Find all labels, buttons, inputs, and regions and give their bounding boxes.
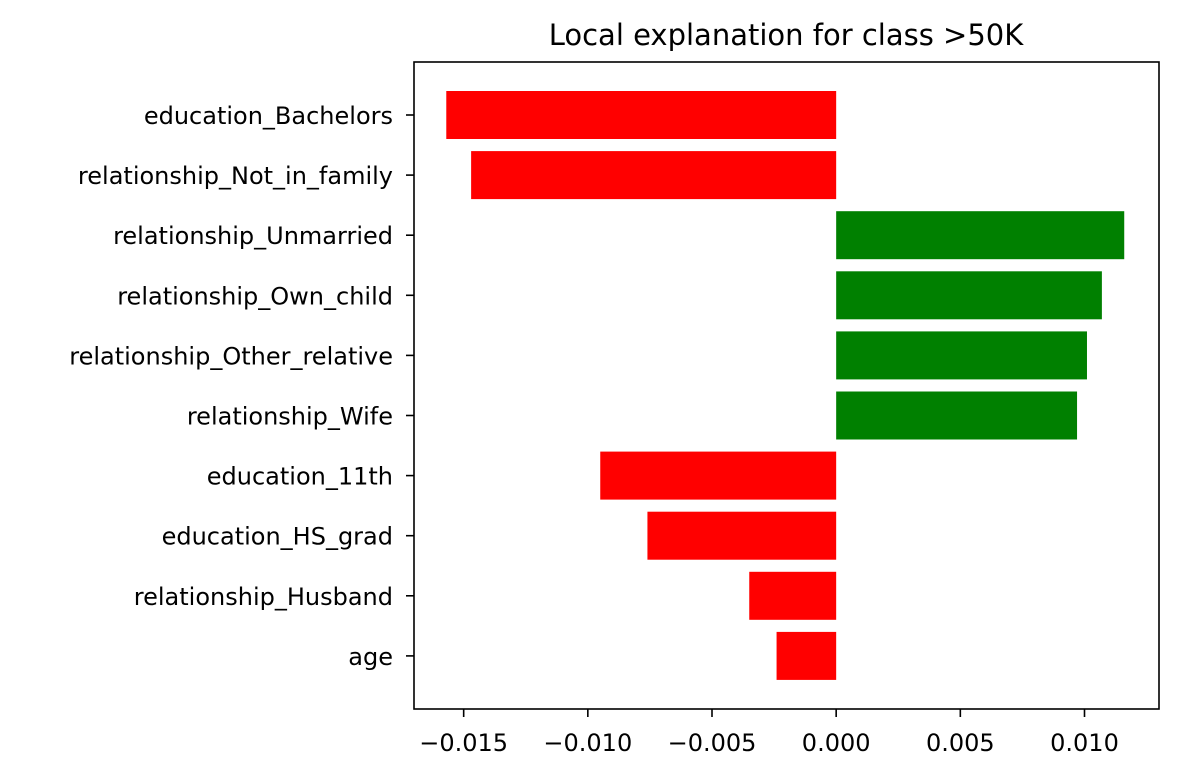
bars-group	[446, 91, 1125, 680]
chart-title: Local explanation for class >50K	[549, 18, 1025, 52]
bar-relationship_Not_in_family	[471, 151, 837, 200]
bar-relationship_Wife	[836, 391, 1078, 440]
bar-relationship_Unmarried	[836, 211, 1125, 260]
y-tick-label: relationship_Wife	[187, 403, 393, 431]
y-tick-label: age	[348, 643, 393, 671]
bar-relationship_Other_relative	[836, 331, 1087, 380]
x-tick-label: 0.010	[1050, 729, 1119, 757]
y-tick-label: relationship_Not_in_family	[78, 162, 393, 190]
x-ticks-group: −0.015 −0.010 −0.005 0.000 0.005 0.010	[419, 709, 1119, 757]
x-tick-label: 0.005	[926, 729, 995, 757]
y-ticks-group: education_Bachelors relationship_Not_in_f…	[69, 102, 414, 671]
x-tick-label: −0.005	[668, 729, 757, 757]
bar-education_11th	[600, 451, 837, 500]
y-tick-label: education_11th	[207, 463, 393, 491]
bar-education_Bachelors	[446, 91, 837, 139]
x-tick-label: −0.015	[419, 729, 508, 757]
y-tick-label: education_HS_grad	[162, 523, 393, 551]
bar-relationship_Own_child	[836, 271, 1102, 320]
y-tick-label: relationship_Own_child	[117, 282, 393, 310]
bar-age	[776, 631, 837, 680]
x-tick-label: −0.010	[543, 729, 632, 757]
y-tick-label: education_Bachelors	[144, 102, 393, 130]
bar-relationship_Husband	[749, 571, 837, 620]
y-tick-label: relationship_Unmarried	[113, 222, 393, 250]
y-tick-label: relationship_Other_relative	[69, 342, 393, 370]
plot-frame	[413, 61, 1160, 710]
y-tick-label: relationship_Husband	[134, 583, 393, 611]
bar-education_HS_grad	[647, 511, 837, 560]
x-tick-label: 0.000	[802, 729, 871, 757]
